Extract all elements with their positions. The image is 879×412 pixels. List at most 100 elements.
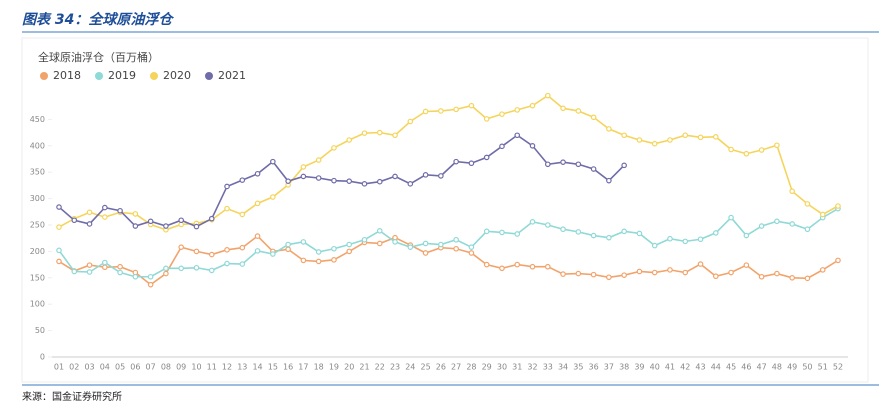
x-tick-label: 01	[54, 363, 64, 372]
data-point	[804, 226, 811, 233]
x-tick-label: 50	[802, 363, 812, 372]
data-point	[270, 194, 276, 200]
data-point	[651, 140, 658, 147]
data-point	[758, 147, 765, 153]
data-point	[575, 270, 582, 277]
x-tick-label: 03	[84, 363, 94, 372]
source: 来源：国金证券研究所	[22, 390, 122, 403]
legend-label: 2021	[218, 69, 246, 82]
data-point	[193, 264, 200, 271]
data-point	[224, 260, 230, 267]
data-point	[163, 270, 169, 277]
data-point	[331, 245, 337, 252]
legend-marker	[205, 72, 213, 80]
legend-marker	[95, 72, 103, 80]
data-point	[468, 250, 475, 256]
data-point	[682, 132, 689, 139]
data-point	[102, 214, 108, 220]
y-tick-label: 250	[30, 221, 45, 230]
x-tick-label: 13	[237, 363, 247, 372]
data-point	[453, 245, 459, 252]
data-point	[376, 178, 383, 185]
data-point	[71, 217, 78, 224]
data-point	[499, 143, 505, 150]
data-point	[483, 261, 490, 268]
data-point	[422, 108, 429, 115]
data-point	[407, 181, 414, 187]
data-point	[743, 262, 750, 268]
data-point	[86, 209, 93, 216]
data-point	[789, 221, 795, 227]
legend-marker	[150, 72, 158, 80]
x-tick-label: 47	[757, 363, 767, 372]
data-point	[392, 132, 398, 139]
data-point	[483, 154, 490, 161]
data-point	[239, 261, 246, 267]
data-point	[346, 248, 353, 255]
data-point	[392, 173, 398, 180]
y-tick-label: 400	[30, 141, 45, 150]
data-point	[606, 177, 612, 184]
data-point	[560, 271, 566, 277]
data-point	[117, 263, 123, 270]
y-tick-label: 0	[40, 353, 45, 362]
data-point	[453, 106, 459, 113]
data-point	[636, 230, 643, 237]
data-point	[544, 92, 551, 99]
data-point	[315, 175, 322, 181]
x-tick-label: 22	[375, 363, 385, 372]
x-tick-label: 29	[482, 363, 492, 372]
data-point	[56, 247, 62, 254]
data-point	[315, 249, 322, 255]
x-tick-label: 20	[344, 363, 354, 372]
data-point	[163, 265, 169, 272]
data-point	[178, 217, 184, 224]
data-point	[774, 270, 780, 277]
data-point	[835, 257, 841, 264]
data-point	[636, 268, 643, 275]
data-point	[102, 264, 108, 271]
data-point	[499, 111, 505, 117]
y-tick-label: 300	[30, 194, 45, 203]
data-point	[819, 211, 826, 218]
data-point	[544, 222, 551, 228]
x-tick-label: 05	[115, 363, 125, 372]
x-tick-label: 04	[100, 363, 110, 372]
data-point	[300, 239, 307, 245]
data-point	[804, 275, 811, 282]
y-tick-label: 50	[35, 326, 45, 335]
x-tick-label: 16	[283, 363, 293, 372]
x-tick-label: 34	[558, 363, 568, 372]
data-point	[499, 229, 505, 236]
data-point	[621, 162, 627, 169]
x-tick-label: 35	[573, 363, 583, 372]
data-point	[499, 265, 505, 272]
x-tick-label: 49	[787, 363, 797, 372]
x-tick-label: 17	[298, 363, 308, 372]
data-point	[575, 108, 582, 114]
data-point	[697, 134, 704, 141]
data-point	[346, 241, 353, 248]
data-point	[331, 145, 337, 151]
data-point	[193, 223, 200, 230]
data-point	[376, 228, 383, 234]
y-tick-label: 100	[30, 300, 45, 309]
data-point	[56, 224, 62, 230]
x-tick-label: 43	[695, 363, 705, 372]
figure-title: 图表 34：全球原油浮仓	[22, 11, 174, 28]
data-point	[758, 273, 765, 280]
data-point	[71, 268, 78, 275]
data-point	[651, 242, 658, 249]
data-point	[56, 204, 62, 210]
y-tick-label: 150	[30, 273, 45, 282]
data-point	[453, 236, 459, 243]
data-point	[514, 132, 521, 139]
data-point	[529, 219, 536, 225]
data-point	[315, 157, 322, 163]
series-line	[58, 207, 839, 278]
data-point	[346, 178, 353, 184]
chart-panel	[21, 37, 869, 383]
data-point	[651, 269, 658, 276]
